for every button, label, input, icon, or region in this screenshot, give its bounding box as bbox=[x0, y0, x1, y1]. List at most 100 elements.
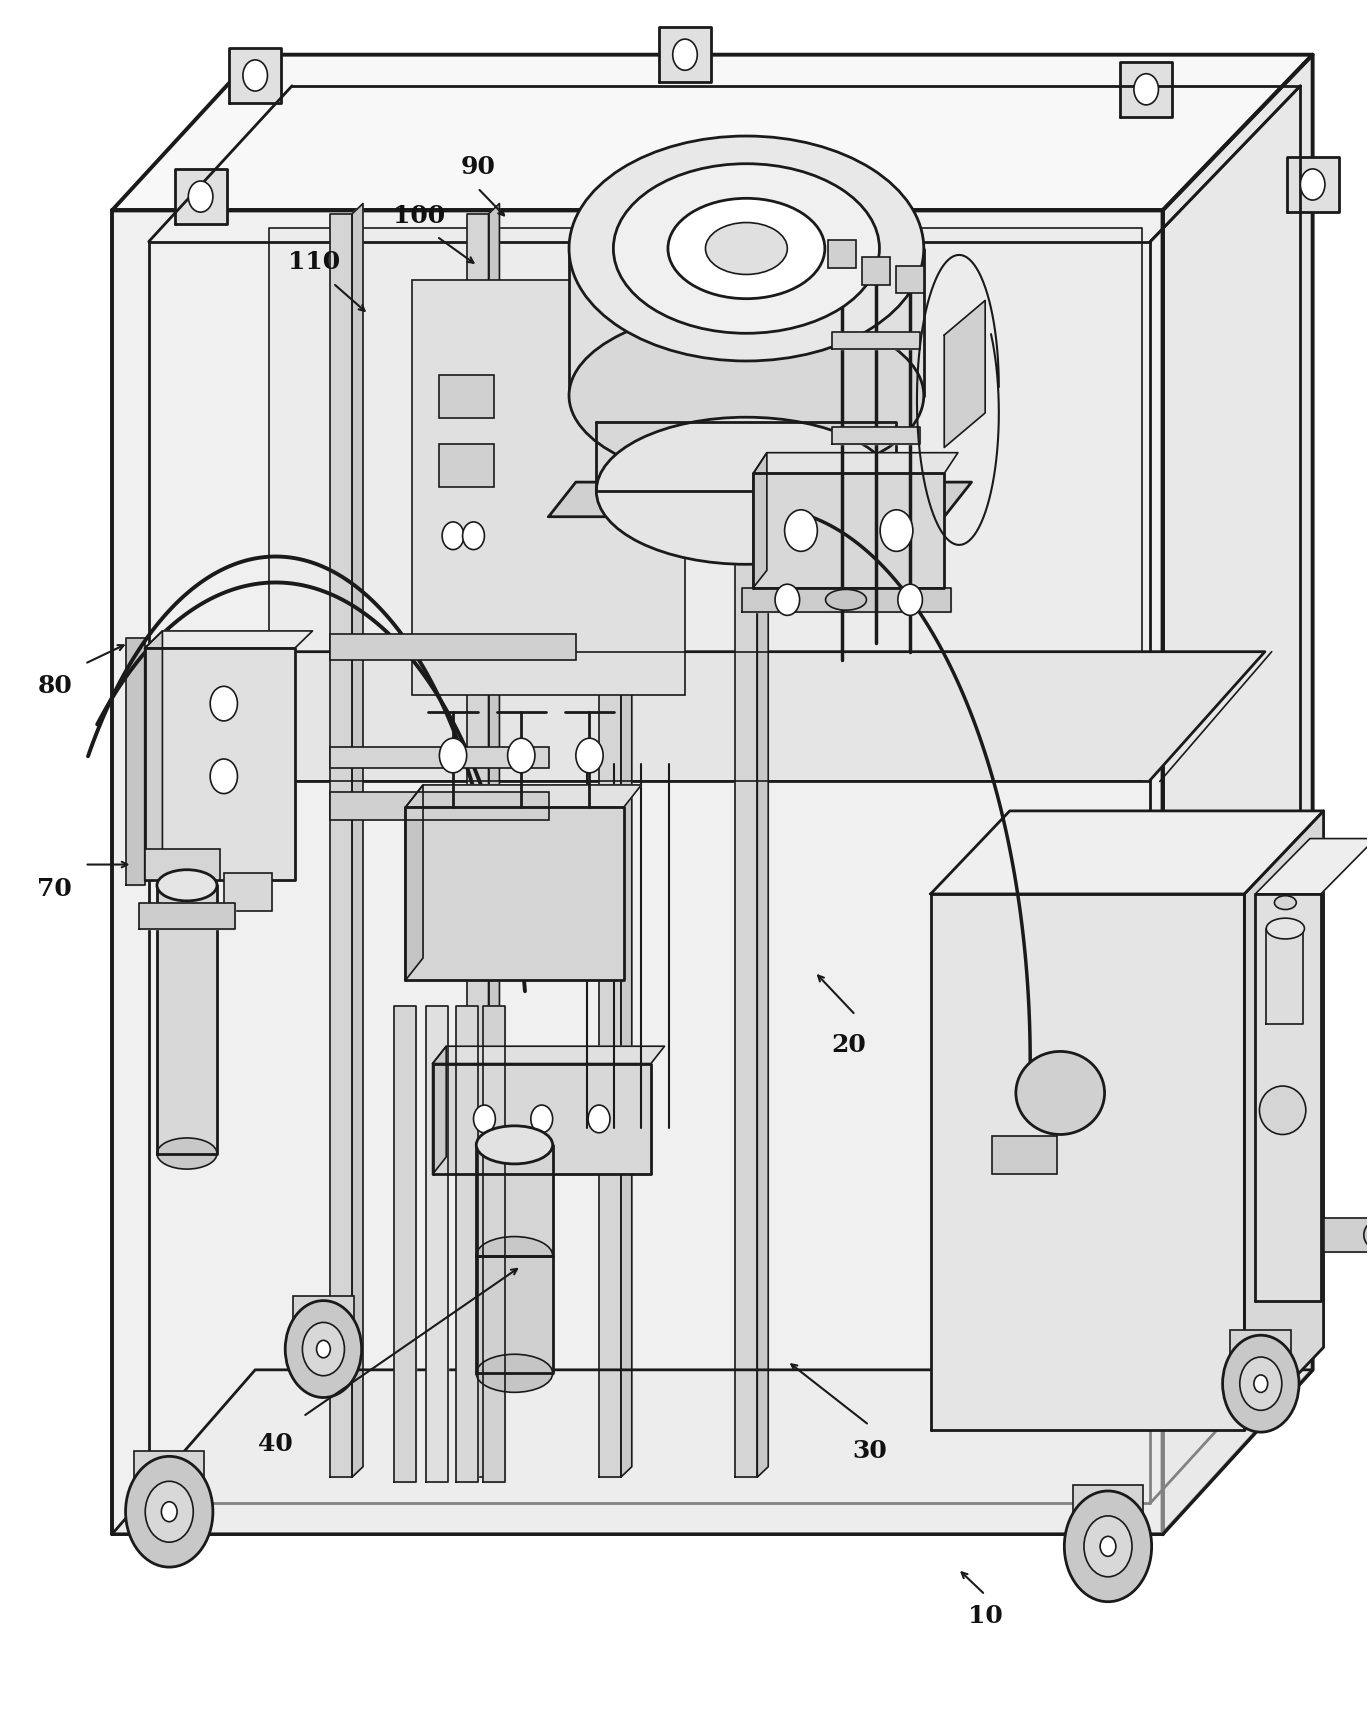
Circle shape bbox=[463, 523, 485, 550]
Ellipse shape bbox=[1266, 918, 1304, 939]
Polygon shape bbox=[140, 651, 255, 799]
Polygon shape bbox=[477, 1255, 552, 1373]
Polygon shape bbox=[484, 1007, 506, 1483]
Polygon shape bbox=[145, 630, 312, 648]
Bar bbox=[223, 873, 271, 911]
Polygon shape bbox=[140, 903, 234, 929]
Circle shape bbox=[508, 738, 534, 773]
Ellipse shape bbox=[158, 870, 216, 901]
Polygon shape bbox=[426, 1007, 448, 1483]
Polygon shape bbox=[599, 214, 621, 1477]
Polygon shape bbox=[930, 894, 1244, 1430]
Polygon shape bbox=[112, 56, 1312, 210]
Ellipse shape bbox=[706, 222, 788, 274]
Circle shape bbox=[1222, 1335, 1299, 1432]
Bar bbox=[412, 279, 685, 694]
Circle shape bbox=[1240, 1358, 1282, 1410]
Circle shape bbox=[285, 1300, 362, 1397]
Circle shape bbox=[775, 585, 800, 615]
Circle shape bbox=[880, 510, 912, 552]
Polygon shape bbox=[1163, 56, 1312, 1535]
Polygon shape bbox=[736, 214, 758, 1477]
Circle shape bbox=[1254, 1375, 1267, 1392]
Polygon shape bbox=[743, 589, 951, 611]
Ellipse shape bbox=[669, 198, 825, 299]
Polygon shape bbox=[175, 168, 226, 224]
Polygon shape bbox=[659, 28, 711, 82]
Polygon shape bbox=[126, 637, 145, 885]
Polygon shape bbox=[754, 474, 944, 589]
Bar bbox=[440, 375, 495, 418]
Bar bbox=[134, 1451, 204, 1479]
Ellipse shape bbox=[158, 1139, 216, 1168]
Circle shape bbox=[1134, 73, 1159, 104]
Ellipse shape bbox=[1259, 1087, 1306, 1135]
Polygon shape bbox=[406, 785, 641, 807]
Text: 30: 30 bbox=[852, 1439, 886, 1463]
Polygon shape bbox=[1121, 61, 1173, 116]
Bar bbox=[293, 1295, 353, 1319]
Circle shape bbox=[588, 1106, 610, 1134]
Circle shape bbox=[126, 1457, 212, 1568]
Polygon shape bbox=[944, 300, 985, 448]
Ellipse shape bbox=[826, 590, 866, 609]
Polygon shape bbox=[456, 1007, 478, 1483]
Bar bbox=[896, 266, 923, 293]
Circle shape bbox=[673, 40, 697, 69]
Ellipse shape bbox=[569, 309, 923, 483]
Ellipse shape bbox=[1363, 1219, 1370, 1250]
Circle shape bbox=[162, 1502, 177, 1522]
Polygon shape bbox=[548, 483, 971, 517]
Ellipse shape bbox=[477, 1127, 552, 1163]
Polygon shape bbox=[930, 811, 1323, 894]
Polygon shape bbox=[1244, 811, 1323, 1430]
Circle shape bbox=[242, 59, 267, 90]
Circle shape bbox=[440, 738, 467, 773]
Polygon shape bbox=[1286, 156, 1338, 212]
Polygon shape bbox=[477, 1144, 552, 1255]
Text: 110: 110 bbox=[288, 250, 340, 274]
Circle shape bbox=[897, 585, 922, 615]
Circle shape bbox=[1100, 1536, 1115, 1555]
Polygon shape bbox=[467, 214, 489, 1477]
Circle shape bbox=[1064, 1491, 1152, 1602]
Polygon shape bbox=[145, 648, 295, 880]
Polygon shape bbox=[395, 1007, 416, 1483]
Ellipse shape bbox=[477, 1236, 552, 1274]
Bar bbox=[440, 444, 495, 488]
Circle shape bbox=[145, 1481, 193, 1542]
Ellipse shape bbox=[1274, 896, 1296, 910]
Polygon shape bbox=[145, 630, 163, 880]
Text: 20: 20 bbox=[832, 1033, 866, 1057]
Bar bbox=[145, 849, 219, 880]
Polygon shape bbox=[1323, 1217, 1370, 1252]
Ellipse shape bbox=[1017, 1052, 1104, 1135]
Polygon shape bbox=[1255, 838, 1370, 894]
Polygon shape bbox=[621, 203, 632, 1477]
Circle shape bbox=[575, 738, 603, 773]
Polygon shape bbox=[596, 422, 896, 491]
Ellipse shape bbox=[569, 135, 923, 361]
Polygon shape bbox=[1266, 929, 1303, 1024]
Bar bbox=[829, 240, 855, 267]
Polygon shape bbox=[269, 227, 1143, 651]
Polygon shape bbox=[330, 214, 352, 1477]
Polygon shape bbox=[158, 885, 216, 1153]
Circle shape bbox=[1084, 1516, 1132, 1576]
Polygon shape bbox=[569, 248, 923, 396]
Polygon shape bbox=[833, 332, 919, 349]
Ellipse shape bbox=[596, 417, 896, 564]
Polygon shape bbox=[1255, 894, 1321, 1300]
Bar bbox=[1230, 1330, 1292, 1354]
Text: 80: 80 bbox=[37, 674, 73, 698]
Circle shape bbox=[530, 1106, 552, 1134]
Text: 100: 100 bbox=[393, 203, 445, 227]
Text: 90: 90 bbox=[460, 155, 495, 179]
Circle shape bbox=[443, 523, 464, 550]
Circle shape bbox=[474, 1106, 496, 1134]
Bar bbox=[330, 746, 548, 767]
Circle shape bbox=[303, 1323, 344, 1375]
Bar bbox=[992, 1137, 1058, 1174]
Circle shape bbox=[188, 181, 212, 212]
Polygon shape bbox=[140, 651, 1265, 781]
